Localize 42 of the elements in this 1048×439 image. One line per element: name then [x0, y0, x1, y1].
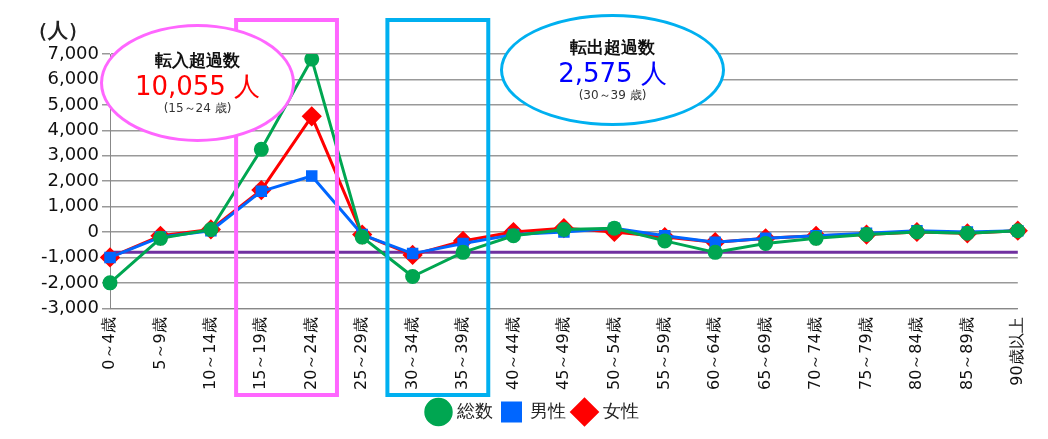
- x-tick-label: 40～44歳: [502, 317, 522, 390]
- y-tick-label: -1,000: [40, 245, 100, 267]
- y-tick-label: 6,000: [47, 67, 100, 89]
- y-axis-title: （人）: [28, 18, 88, 43]
- legend-label: 男性: [529, 399, 566, 421]
- y-tick-label: 4,000: [47, 117, 100, 139]
- x-tick-label: 60～64歳: [704, 317, 724, 390]
- y-tick-label: 5,000: [47, 92, 100, 114]
- x-tick-label: 65～69歳: [754, 317, 774, 390]
- y-tick-label: -3,000: [40, 295, 100, 317]
- annotation: 転入超過数: [155, 48, 240, 72]
- x-tick-label: 0～4歳: [99, 317, 119, 370]
- annotation: (30～39 歳): [578, 87, 647, 105]
- speech-bubble: 転入超過数 10,055 人 (15～24 歳): [100, 24, 295, 142]
- x-tick-label: 35～39歳: [452, 317, 472, 390]
- annotation: 2,575 人: [558, 57, 667, 88]
- y-tick-label: -2,000: [40, 270, 100, 292]
- y-tick-label: 3,000: [47, 143, 100, 165]
- x-tick-label: 20～24歳: [300, 317, 320, 390]
- annotation: 10,055 人: [134, 70, 261, 101]
- x-tick-label: 15～19歳: [250, 317, 270, 390]
- x-tick-label: 75～79歳: [855, 317, 875, 390]
- x-tick-label: 80～84歳: [906, 317, 926, 390]
- annotation: 転出超過数: [570, 35, 655, 59]
- x-tick-label: 5～9歳: [149, 317, 169, 370]
- legend-label: 総数: [455, 399, 493, 421]
- x-tick-label: 50～54歳: [603, 317, 623, 390]
- x-tick-label: 10～14歳: [200, 317, 220, 390]
- x-tick-label: 25～29歳: [351, 317, 371, 390]
- x-tick-label: 30～34歳: [401, 317, 421, 390]
- speech-bubble: 転出超過数 2,575 人 (30～39 歳): [500, 14, 725, 126]
- x-tick-label: 90歳以上: [1006, 317, 1026, 386]
- x-tick-label: 85～89歳: [956, 317, 976, 390]
- x-tick-label: 55～59歳: [653, 317, 673, 390]
- y-tick-label: 0: [87, 219, 100, 241]
- annotation: (15～24 歳): [163, 100, 232, 118]
- x-tick-label: 70～74歳: [805, 317, 825, 390]
- y-tick-label: 7,000: [47, 41, 100, 63]
- x-tick-label: 45～49歳: [553, 317, 573, 390]
- y-tick-label: 1,000: [47, 194, 100, 216]
- legend-label: 女性: [602, 399, 639, 421]
- y-tick-label: 2,000: [47, 168, 100, 190]
